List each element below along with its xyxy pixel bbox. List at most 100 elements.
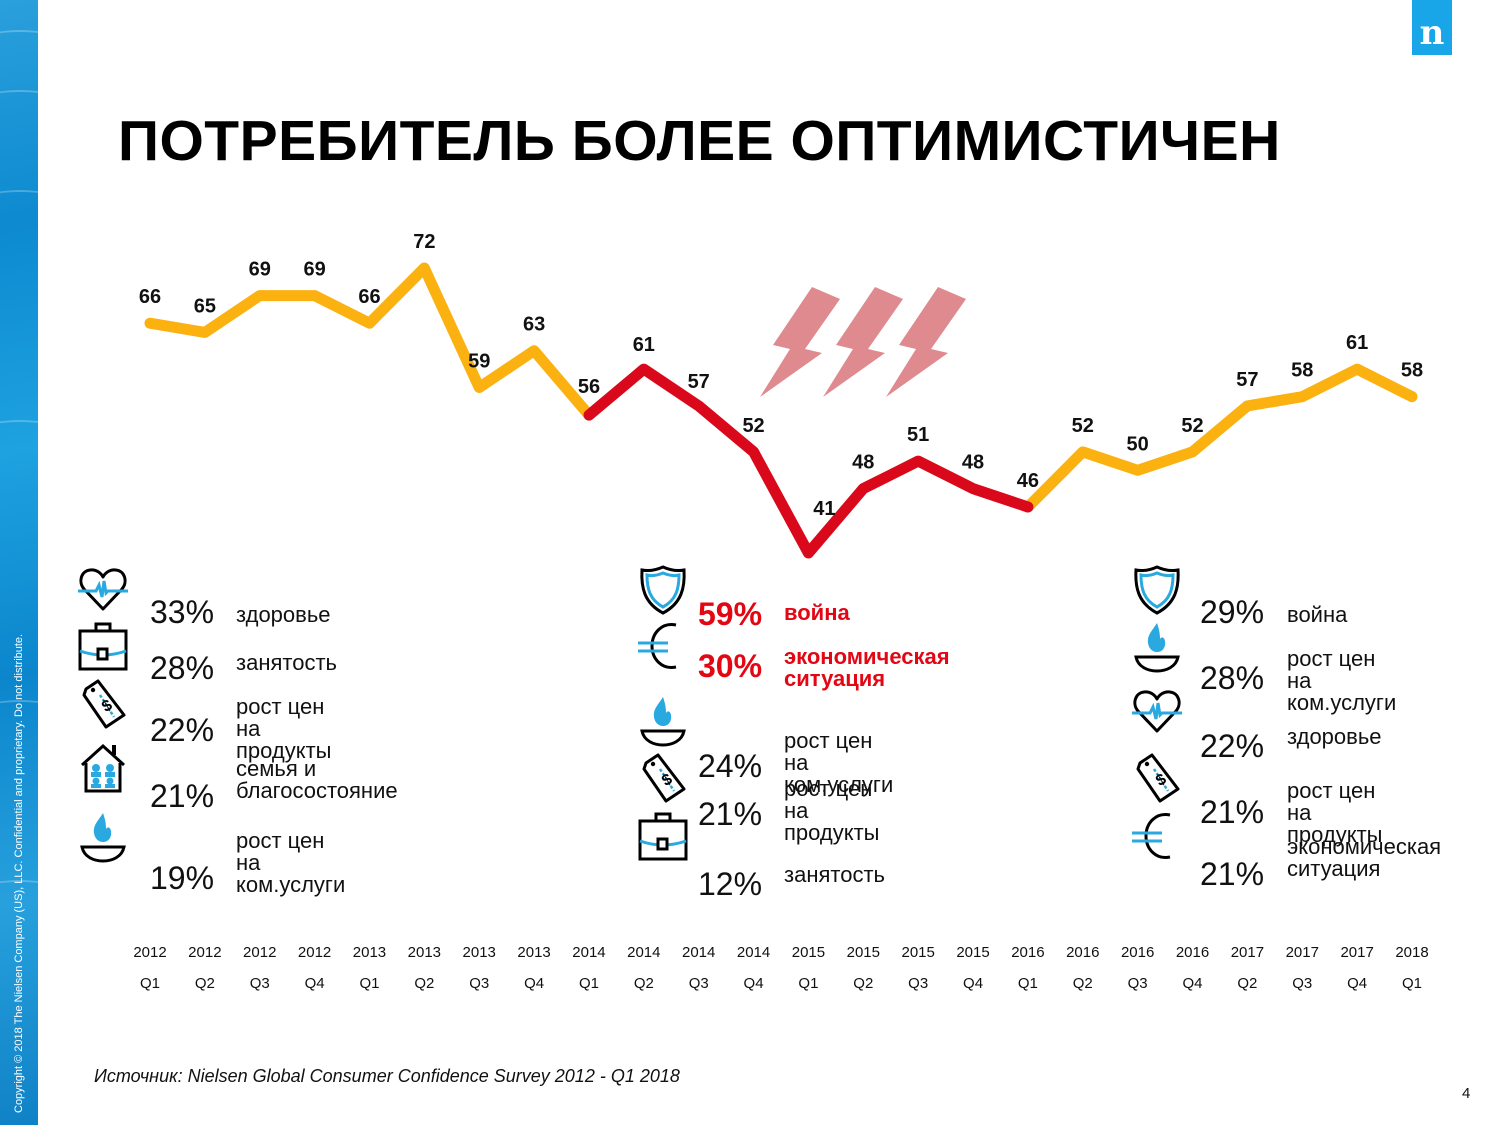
- x-tick-year: 2018: [1395, 944, 1428, 961]
- x-tick-quarter: Q1: [1018, 975, 1038, 992]
- concern-percent: 59%: [698, 596, 763, 632]
- concern-label: война: [1287, 602, 1348, 627]
- concern-label: рост цен на продукты: [236, 694, 332, 763]
- euro-icon: [1130, 809, 1184, 863]
- data-label: 65: [194, 295, 216, 317]
- x-tick-year: 2012: [133, 944, 166, 961]
- heart-pulse-icon: [76, 563, 130, 617]
- concern-percent: 22%: [1200, 728, 1265, 764]
- x-tick-year: 2016: [1176, 944, 1209, 961]
- data-label: 57: [688, 371, 710, 393]
- sidebar-band: Copyright © 2018 The Nielsen Company (US…: [0, 0, 38, 1125]
- x-tick-quarter: Q1: [798, 975, 818, 992]
- sidebar-wave: [0, 30, 38, 52]
- x-axis-ticks: 2012 Q1 2012 Q2 2012 Q3 2012 Q4 2013 Q1 2013 Q2 2013…: [133, 944, 1428, 992]
- data-label: 61: [633, 334, 655, 356]
- data-label: 52: [742, 415, 764, 437]
- data-label: 69: [303, 259, 325, 281]
- price-tag-icon: $: [76, 675, 130, 729]
- x-tick-quarter: Q2: [195, 975, 215, 992]
- x-tick-year: 2013: [463, 944, 496, 961]
- page-number: 4: [1462, 1085, 1471, 1102]
- data-label: 52: [1181, 415, 1203, 437]
- x-tick-quarter: Q2: [1073, 975, 1093, 992]
- sidebar-wave: [0, 420, 38, 442]
- gas-flame-icon: [1130, 619, 1184, 673]
- x-tick-quarter: Q4: [1347, 975, 1367, 992]
- x-tick-year: 2017: [1231, 944, 1264, 961]
- concern-percent: 19%: [150, 860, 215, 896]
- x-tick-quarter: Q3: [689, 975, 709, 992]
- x-tick-quarter: Q1: [359, 975, 379, 992]
- concern-percent: 21%: [150, 778, 215, 814]
- data-label: 58: [1401, 360, 1423, 382]
- heart-pulse-icon: [1130, 685, 1184, 739]
- concern-percent: 33%: [150, 594, 215, 630]
- x-tick-year: 2015: [792, 944, 825, 961]
- x-tick-year: 2017: [1340, 944, 1373, 961]
- x-tick-quarter: Q3: [250, 975, 270, 992]
- x-tick-quarter: Q4: [963, 975, 983, 992]
- concern-percent: 24%: [698, 748, 763, 784]
- lightning-bolt-icon: [886, 287, 966, 397]
- gas-flame-icon: [76, 809, 130, 863]
- x-tick-year: 2016: [1066, 944, 1099, 961]
- x-tick-quarter: Q1: [579, 975, 599, 992]
- data-label: 66: [358, 286, 380, 308]
- x-tick-quarter: Q3: [1128, 975, 1148, 992]
- price-tag-icon: $: [636, 749, 690, 803]
- concern-percent: 21%: [698, 796, 763, 832]
- data-labels: 66 65 69 69 66 72 59 63 56 61 57 52 41 48 51 48 46 52 50 52…: [139, 231, 1423, 520]
- data-label: 48: [852, 452, 874, 474]
- sidebar-wave: [0, 90, 38, 112]
- x-tick-year: 2014: [627, 944, 660, 961]
- concern-label: экономическая ситуация: [1287, 834, 1442, 881]
- x-tick-year: 2013: [408, 944, 441, 961]
- data-label: 61: [1346, 332, 1368, 354]
- lightning-bolt-icon: [760, 287, 840, 397]
- x-tick-quarter: Q2: [853, 975, 873, 992]
- lightning-bolt-icon: [823, 287, 903, 397]
- concern-label: занятость: [236, 650, 337, 675]
- x-tick-quarter: Q2: [1237, 975, 1257, 992]
- x-tick-quarter: Q3: [908, 975, 928, 992]
- briefcase-icon: [636, 809, 690, 863]
- data-label: 50: [1127, 433, 1149, 455]
- x-tick-year: 2014: [682, 944, 715, 961]
- concern-percent: 12%: [698, 866, 763, 902]
- concern-percent: 28%: [1200, 660, 1265, 696]
- page-title: ПОТРЕБИТЕЛЬ БОЛЕЕ ОПТИМИСТИЧЕН: [118, 109, 1281, 173]
- chart-lines: [144, 262, 1418, 559]
- data-label: 69: [249, 259, 271, 281]
- x-tick-quarter: Q4: [524, 975, 544, 992]
- shield-icon: [636, 563, 690, 617]
- x-tick-year: 2016: [1011, 944, 1044, 961]
- gas-flame-icon: [636, 693, 690, 747]
- price-tag-icon: $: [1130, 749, 1184, 803]
- x-tick-quarter: Q1: [140, 975, 160, 992]
- concern-label: рост цен на ком.услуги: [784, 728, 894, 797]
- data-label: 51: [907, 424, 929, 446]
- concern-label: рост цен на ком.услуги: [236, 828, 346, 897]
- x-tick-quarter: Q4: [1183, 975, 1203, 992]
- series-line-crisis: [583, 363, 1034, 559]
- house-family-icon: [76, 741, 130, 795]
- x-tick-year: 2013: [517, 944, 550, 961]
- x-tick-year: 2015: [901, 944, 934, 961]
- sidebar-wave: [0, 700, 38, 722]
- series-line-normal: [144, 262, 595, 421]
- data-label: 58: [1291, 360, 1313, 382]
- concern-label: война: [784, 600, 850, 625]
- x-tick-quarter: Q3: [1292, 975, 1312, 992]
- concern-percent: 30%: [698, 648, 763, 684]
- lightning-bolts: [760, 287, 966, 397]
- data-label: 52: [1072, 415, 1094, 437]
- x-tick-quarter: Q3: [469, 975, 489, 992]
- x-tick-year: 2013: [353, 944, 386, 961]
- concern-label: экономическая ситуация: [784, 644, 950, 691]
- concern-label: рост цен на продукты: [784, 776, 880, 845]
- x-tick-year: 2012: [243, 944, 276, 961]
- x-tick-year: 2016: [1121, 944, 1154, 961]
- data-label: 41: [813, 498, 835, 520]
